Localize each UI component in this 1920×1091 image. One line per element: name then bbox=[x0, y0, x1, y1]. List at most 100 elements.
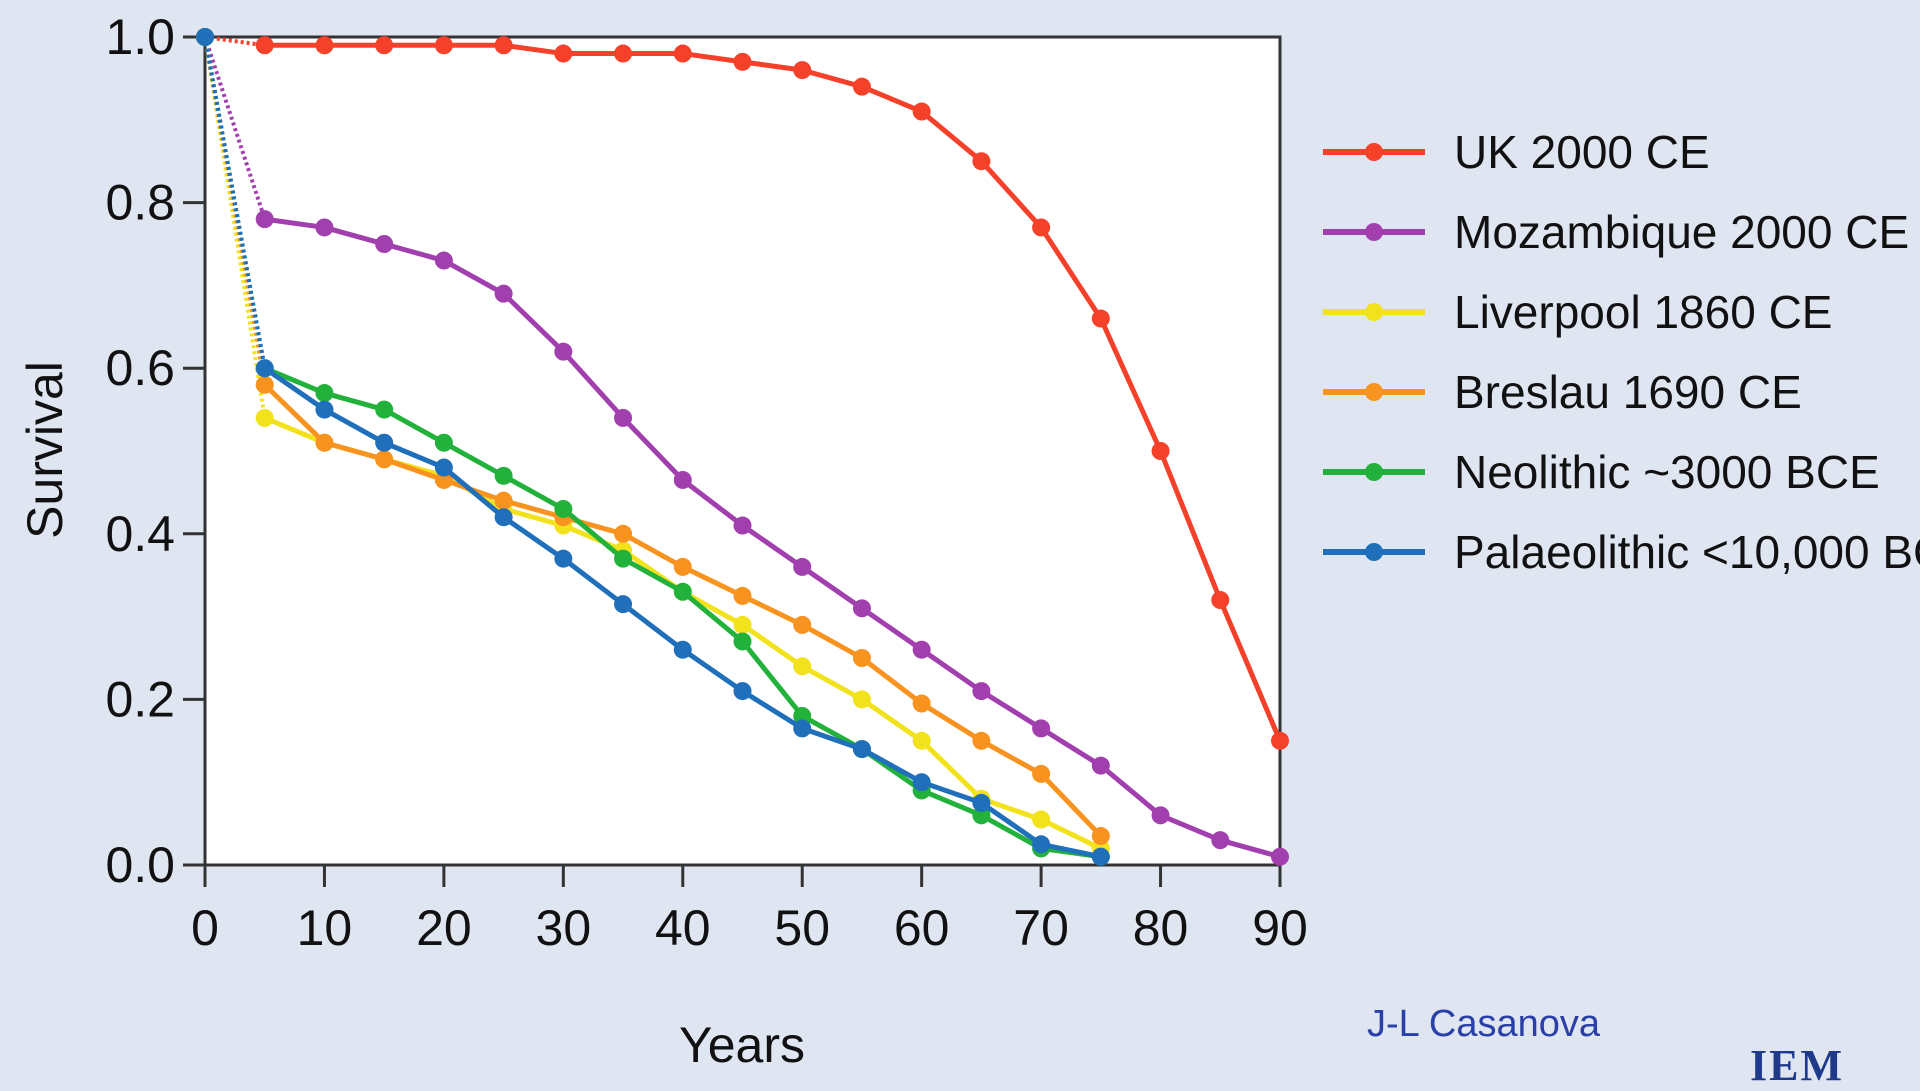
series-4-point bbox=[673, 582, 692, 601]
series-3-point bbox=[673, 557, 692, 576]
series-5-point bbox=[1032, 835, 1051, 854]
series-1-point bbox=[315, 218, 334, 237]
series-1-point bbox=[912, 640, 931, 659]
series-1-point bbox=[434, 251, 453, 270]
series-0-point bbox=[912, 102, 931, 121]
legend-label: Mozambique 2000 CE bbox=[1454, 206, 1909, 258]
x-tick-label: 20 bbox=[416, 900, 472, 956]
series-0-point bbox=[1211, 591, 1230, 610]
series-2-point bbox=[255, 408, 274, 427]
series-4-point bbox=[434, 433, 453, 452]
series-3-point bbox=[614, 524, 633, 543]
series-3-point bbox=[852, 649, 871, 667]
author-credit: J-L Casanova bbox=[1367, 1003, 1601, 1045]
series-0-point bbox=[1032, 218, 1051, 237]
series-1-initial-segment bbox=[203, 36, 267, 220]
series-1-point bbox=[852, 599, 871, 618]
y-axis-title: Survival bbox=[17, 361, 73, 539]
series-1-point bbox=[1091, 756, 1110, 775]
legend-swatch-marker bbox=[1365, 383, 1383, 401]
legend-swatch-marker bbox=[1365, 143, 1383, 161]
series-3-point bbox=[733, 586, 752, 605]
legend-item: Breslau 1690 CE bbox=[1323, 366, 1802, 418]
series-1-point bbox=[1271, 847, 1289, 866]
y-tick-label: 0.6 bbox=[105, 340, 175, 396]
legend-item: Neolithic ~3000 BCE bbox=[1323, 446, 1880, 498]
series-0-point bbox=[554, 44, 573, 63]
series-0-initial-segment bbox=[204, 35, 265, 48]
series-0-point bbox=[375, 36, 394, 55]
legend-item: Palaeolithic <10,000 BCE bbox=[1323, 526, 1920, 578]
x-tick-label: 30 bbox=[536, 900, 592, 956]
series-0-point bbox=[733, 52, 752, 71]
y-tick-label: 0.8 bbox=[105, 175, 175, 231]
series-0-point bbox=[614, 44, 633, 63]
series-0-point bbox=[1271, 731, 1289, 750]
x-tick-label: 40 bbox=[655, 900, 711, 956]
x-tick-label: 50 bbox=[774, 900, 830, 956]
x-tick-label: 90 bbox=[1252, 900, 1308, 956]
series-4-point bbox=[554, 499, 573, 518]
series-1-line bbox=[264, 216, 1281, 860]
series-2-point bbox=[852, 690, 871, 709]
series-1-point bbox=[1151, 806, 1170, 825]
series-3 bbox=[196, 28, 1110, 846]
series-5-point bbox=[494, 508, 513, 527]
series-3-point bbox=[912, 694, 931, 713]
series-4-point bbox=[972, 806, 991, 825]
series-5-point bbox=[673, 640, 692, 659]
series-0-point bbox=[255, 36, 274, 55]
series-5-point bbox=[375, 433, 394, 452]
series-layer bbox=[196, 28, 1289, 866]
series-5-point bbox=[733, 682, 752, 701]
series-3-point bbox=[793, 615, 812, 634]
series-1-point bbox=[614, 408, 633, 427]
legend-item: Liverpool 1860 CE bbox=[1323, 286, 1832, 338]
series-3-point bbox=[494, 491, 513, 510]
series-5-point bbox=[434, 458, 453, 477]
series-4-point bbox=[375, 400, 394, 419]
series-1-point bbox=[255, 210, 274, 229]
legend-label: UK 2000 CE bbox=[1454, 126, 1710, 178]
series-5-point bbox=[614, 595, 633, 614]
y-tick-label: 1.0 bbox=[105, 9, 175, 65]
series-5-point bbox=[972, 793, 991, 812]
series-5-point bbox=[315, 400, 334, 419]
series-5 bbox=[196, 28, 1110, 866]
series-0-point bbox=[1151, 442, 1170, 460]
series-4-point bbox=[733, 632, 752, 651]
series-1-point bbox=[972, 682, 991, 701]
series-0-point bbox=[494, 36, 513, 55]
legend-item: Mozambique 2000 CE bbox=[1323, 206, 1909, 258]
institution-logo: IEM bbox=[1750, 1041, 1844, 1090]
series-1-point bbox=[1032, 719, 1051, 738]
series-5-point bbox=[852, 740, 871, 759]
series-1-point bbox=[375, 235, 394, 253]
legend-swatch-marker bbox=[1365, 543, 1383, 561]
legend-swatch-marker bbox=[1365, 223, 1383, 241]
series-5-point bbox=[912, 773, 931, 792]
y-axis-ticks: 0.0 0.2 0.4 0.6 0.8 1.0 bbox=[105, 9, 205, 893]
legend-swatch-marker bbox=[1365, 303, 1383, 321]
legend: UK 2000 CE Mozambique 2000 CE Liverpool 18… bbox=[1323, 126, 1920, 578]
series-5-point bbox=[196, 28, 214, 46]
series-0-line bbox=[264, 42, 1283, 742]
series-4-point bbox=[793, 706, 812, 725]
series-4-point bbox=[494, 466, 513, 485]
x-tick-label: 70 bbox=[1013, 900, 1069, 956]
series-1-point bbox=[673, 470, 692, 489]
legend-label: Neolithic ~3000 BCE bbox=[1454, 446, 1880, 498]
series-2-point bbox=[1032, 810, 1051, 829]
legend-label: Liverpool 1860 CE bbox=[1454, 286, 1832, 338]
series-2-initial-segment bbox=[203, 36, 267, 419]
series-5-initial-segment bbox=[203, 36, 267, 369]
series-5-point bbox=[255, 359, 274, 378]
series-3-point bbox=[375, 450, 394, 469]
legend-swatch-marker bbox=[1365, 463, 1383, 481]
x-tick-label: 10 bbox=[297, 900, 353, 956]
series-1-point bbox=[1211, 831, 1230, 850]
x-tick-label: 0 bbox=[191, 900, 219, 956]
y-tick-label: 0.4 bbox=[105, 506, 175, 562]
series-0-point bbox=[852, 77, 871, 96]
legend-label: Breslau 1690 CE bbox=[1454, 366, 1802, 418]
